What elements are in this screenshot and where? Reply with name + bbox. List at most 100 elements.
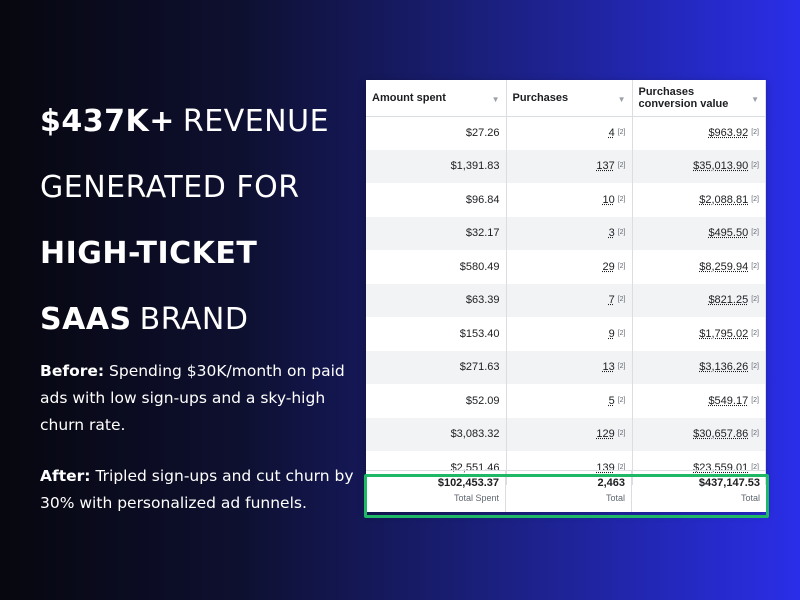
table-cell[interactable]: $963.92 [2] (632, 116, 766, 150)
table-cell[interactable]: 137 [2] (506, 149, 633, 183)
footnote-mark: [2] (617, 262, 626, 270)
cell-value: $35,013.90 (693, 160, 749, 173)
table-cell[interactable]: 139 [2] (506, 451, 633, 485)
table-cell: $63.39 (366, 283, 507, 317)
table-cell: $96.84 (366, 183, 507, 217)
cell-value: $30,657.86 (693, 428, 749, 441)
cell-value: $2,088.81 (699, 193, 749, 206)
before-paragraph: Before: Spending $30K/month on paid ads … (40, 358, 360, 439)
table-cell[interactable]: $3,136.26 [2] (632, 350, 766, 384)
cell-value: $96.84 (465, 193, 500, 206)
table-cell: $27.26 (366, 116, 507, 150)
footnote-mark: [2] (751, 129, 759, 136)
table-cell: $153.40 (366, 317, 507, 351)
total-value-label: Total (740, 493, 760, 503)
table-cell: $580.49 (366, 250, 507, 284)
cell-value: $32.17 (465, 227, 500, 240)
table-cell[interactable]: 7 [2] (506, 283, 633, 317)
totals-highlight-box (364, 474, 769, 518)
total-value-value: $437,147.53 (698, 477, 760, 489)
cell-value: $3,083.32 (450, 428, 500, 441)
table-cell[interactable]: 29 [2] (506, 250, 633, 284)
cell-value: $1,391.83 (450, 160, 500, 173)
footnote-mark: [2] (617, 229, 626, 237)
table-cell[interactable]: 9 [2] (506, 317, 633, 351)
table-row: $32.17 3 [2] $495.50 [2] (366, 216, 766, 250)
footnote-mark: [2] (751, 329, 759, 337)
table-cell: $271.63 (366, 350, 507, 384)
footnote-mark: [2] (751, 463, 759, 471)
footnote-mark: [2] (617, 129, 626, 136)
footnote-mark: [2] (617, 296, 626, 304)
cell-value: $963.92 (708, 127, 749, 139)
cell-value: $8,259.94 (699, 260, 749, 273)
table-row: $3,083.32 129 [2] $30,657.86 [2] (366, 417, 766, 451)
table-cell[interactable]: $495.50 [2] (632, 216, 766, 250)
total-spent-label: Total Spent (453, 493, 499, 503)
sort-arrow-icon[interactable]: ▼ (491, 95, 500, 104)
column-header-purchases[interactable]: Purchases ▼ (506, 80, 633, 117)
sort-arrow-icon[interactable]: ▼ (617, 95, 626, 104)
footnote-mark: [2] (617, 396, 626, 404)
column-header-conversion-value[interactable]: Purchases conversion value ▼ (632, 80, 766, 117)
table-cell[interactable]: 4 [2] (506, 116, 633, 150)
case-study-text: Before: Spending $30K/month on paid ads … (40, 358, 360, 541)
headline-line-1: $437K+ REVENUE (40, 88, 340, 154)
table-cell[interactable]: $1,795.02 [2] (632, 317, 766, 351)
footnote-mark: [2] (751, 396, 759, 404)
headline-bold: HIGH-TICKET (40, 235, 258, 271)
headline-bold: SAAS (40, 301, 132, 337)
sort-arrow-icon[interactable]: ▼ (751, 95, 759, 104)
cell-value: 137 (596, 160, 615, 173)
table-cell[interactable]: $821.25 [2] (632, 283, 766, 317)
column-header-label: Amount spent (372, 91, 446, 104)
headline: $437K+ REVENUE GENERATED FOR HIGH-TICKET… (40, 88, 340, 352)
footnote-mark: [2] (617, 363, 626, 371)
table-row: $63.39 7 [2] $821.25 [2] (366, 283, 766, 317)
cell-value: $549.17 (708, 394, 749, 407)
footnote-mark: [2] (617, 195, 626, 203)
table-cell: $52.09 (366, 384, 507, 418)
footnote-mark: [2] (617, 162, 626, 170)
table-row: $1,391.83 137 [2] $35,013.90 [2] (366, 149, 766, 183)
footnote-mark: [2] (751, 229, 759, 237)
table-row: $52.09 5 [2] $549.17 [2] (366, 384, 766, 418)
footnote-mark: [2] (751, 296, 759, 304)
cell-value: 3 (608, 227, 615, 240)
headline-line-3: HIGH-TICKET (40, 220, 340, 286)
table-cell[interactable]: 10 [2] (506, 183, 633, 217)
table-cell[interactable]: $35,013.90 [2] (632, 149, 766, 183)
table-cell[interactable]: 5 [2] (506, 384, 633, 418)
total-spent-cell: $102,453.37 Total Spent (366, 471, 506, 512)
cell-value: $580.49 (459, 260, 500, 273)
table-cell[interactable]: $549.17 [2] (632, 384, 766, 418)
table-cell[interactable]: $2,088.81 [2] (632, 183, 766, 217)
table-cell[interactable]: $30,657.86 [2] (632, 417, 766, 451)
after-paragraph: After: Tripled sign-ups and cut churn by… (40, 463, 360, 517)
headline-line-2: GENERATED FOR (40, 154, 340, 220)
table-row: $96.84 10 [2] $2,088.81 [2] (366, 183, 766, 217)
table-row: $153.40 9 [2] $1,795.02 [2] (366, 317, 766, 351)
column-header-amount-spent[interactable]: Amount spent ▼ (366, 80, 507, 117)
after-text: Tripled sign-ups and cut churn by 30% wi… (40, 467, 354, 512)
before-text: Spending $30K/month on paid ads with low… (40, 362, 345, 434)
footnote-mark: [2] (751, 162, 759, 170)
cell-value: $52.09 (465, 394, 500, 407)
column-header-label: Purchases (512, 91, 569, 104)
table-cell[interactable]: 3 [2] (506, 216, 633, 250)
cell-value: 13 (602, 361, 615, 374)
cell-value: $27.26 (465, 127, 500, 139)
table-cell[interactable]: 129 [2] (506, 417, 633, 451)
table-cell: $32.17 (366, 216, 507, 250)
table-cell[interactable]: $8,259.94 [2] (632, 250, 766, 284)
total-purchases-value: 2,463 (597, 477, 625, 489)
cell-value: 29 (602, 260, 615, 273)
headline-text: REVENUE (182, 103, 330, 139)
cell-value: $1,795.02 (699, 327, 749, 340)
table-cell: $1,391.83 (366, 149, 507, 183)
table-cell[interactable]: 13 [2] (506, 350, 633, 384)
column-header-label: Purchases conversion value (638, 85, 729, 110)
cell-value: $63.39 (465, 294, 500, 307)
headline-bold: $437K+ (40, 103, 175, 139)
headline-line-4: SAAS BRAND (40, 286, 340, 352)
